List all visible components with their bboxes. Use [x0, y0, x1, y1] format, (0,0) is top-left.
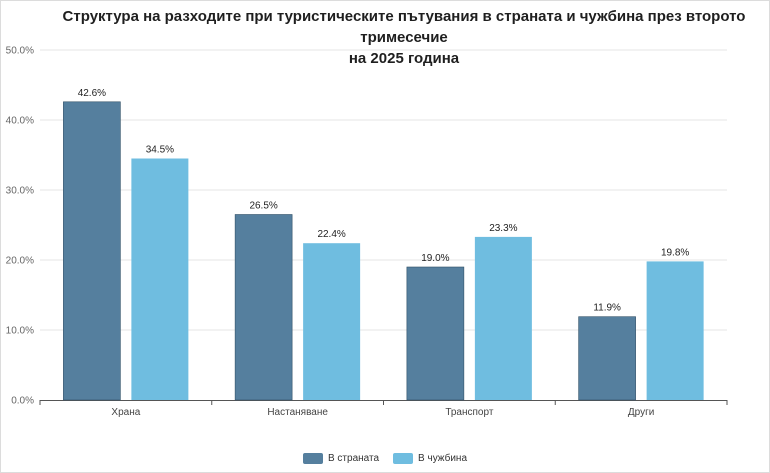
chart-title-line2: на 2025 година [348, 50, 460, 67]
data-label-0-2: 19.0% [421, 253, 449, 264]
y-tick-label-4: 40.0% [6, 116, 34, 127]
bar-1-2 [474, 236, 532, 400]
legend-item-domestic[interactable]: В страната [302, 453, 380, 464]
data-label-1-3: 19.8% [661, 247, 689, 258]
data-label-1-2: 23.3% [489, 223, 517, 234]
data-label-0-1: 26.5% [249, 201, 277, 212]
bar-1-0 [131, 158, 189, 400]
legend-item-abroad[interactable]: В чужбина [393, 453, 467, 464]
y-tick-label-2: 20.0% [6, 256, 34, 267]
data-label-0-0: 42.6% [78, 88, 106, 99]
chart-title-line1: Структура на разходите при туристическит… [62, 8, 746, 46]
legend-swatch-abroad [393, 453, 414, 464]
legend-label-abroad: В чужбина [418, 453, 468, 464]
bar-1-1 [303, 243, 361, 400]
data-label-1-1: 22.4% [317, 229, 345, 240]
legend-swatch-domestic [302, 453, 323, 464]
chart-title: Структура на разходите при туристическит… [40, 6, 768, 69]
bar-0-0 [63, 101, 121, 401]
y-tick-label-3: 30.0% [6, 186, 34, 197]
bar-0-1 [234, 214, 293, 401]
x-tick-label-0: Храна [111, 407, 140, 418]
x-tick-label-3: Други [628, 407, 654, 418]
data-label-1-0: 34.5% [146, 145, 174, 156]
y-tick-label-1: 10.0% [6, 326, 34, 337]
y-tick-label-0: 0.0% [11, 396, 34, 407]
x-tick-label-2: Транспорт [445, 407, 494, 418]
legend: В страната В чужбина [0, 453, 770, 464]
bar-0-3 [578, 316, 636, 401]
bar-1-3 [646, 261, 704, 400]
bar-0-2 [406, 266, 465, 401]
y-tick-label-5: 50.0% [6, 46, 34, 57]
data-label-0-3: 11.9% [593, 303, 621, 314]
x-tick-label-1: Настаняване [267, 407, 328, 418]
legend-label-domestic: В страната [327, 453, 380, 464]
